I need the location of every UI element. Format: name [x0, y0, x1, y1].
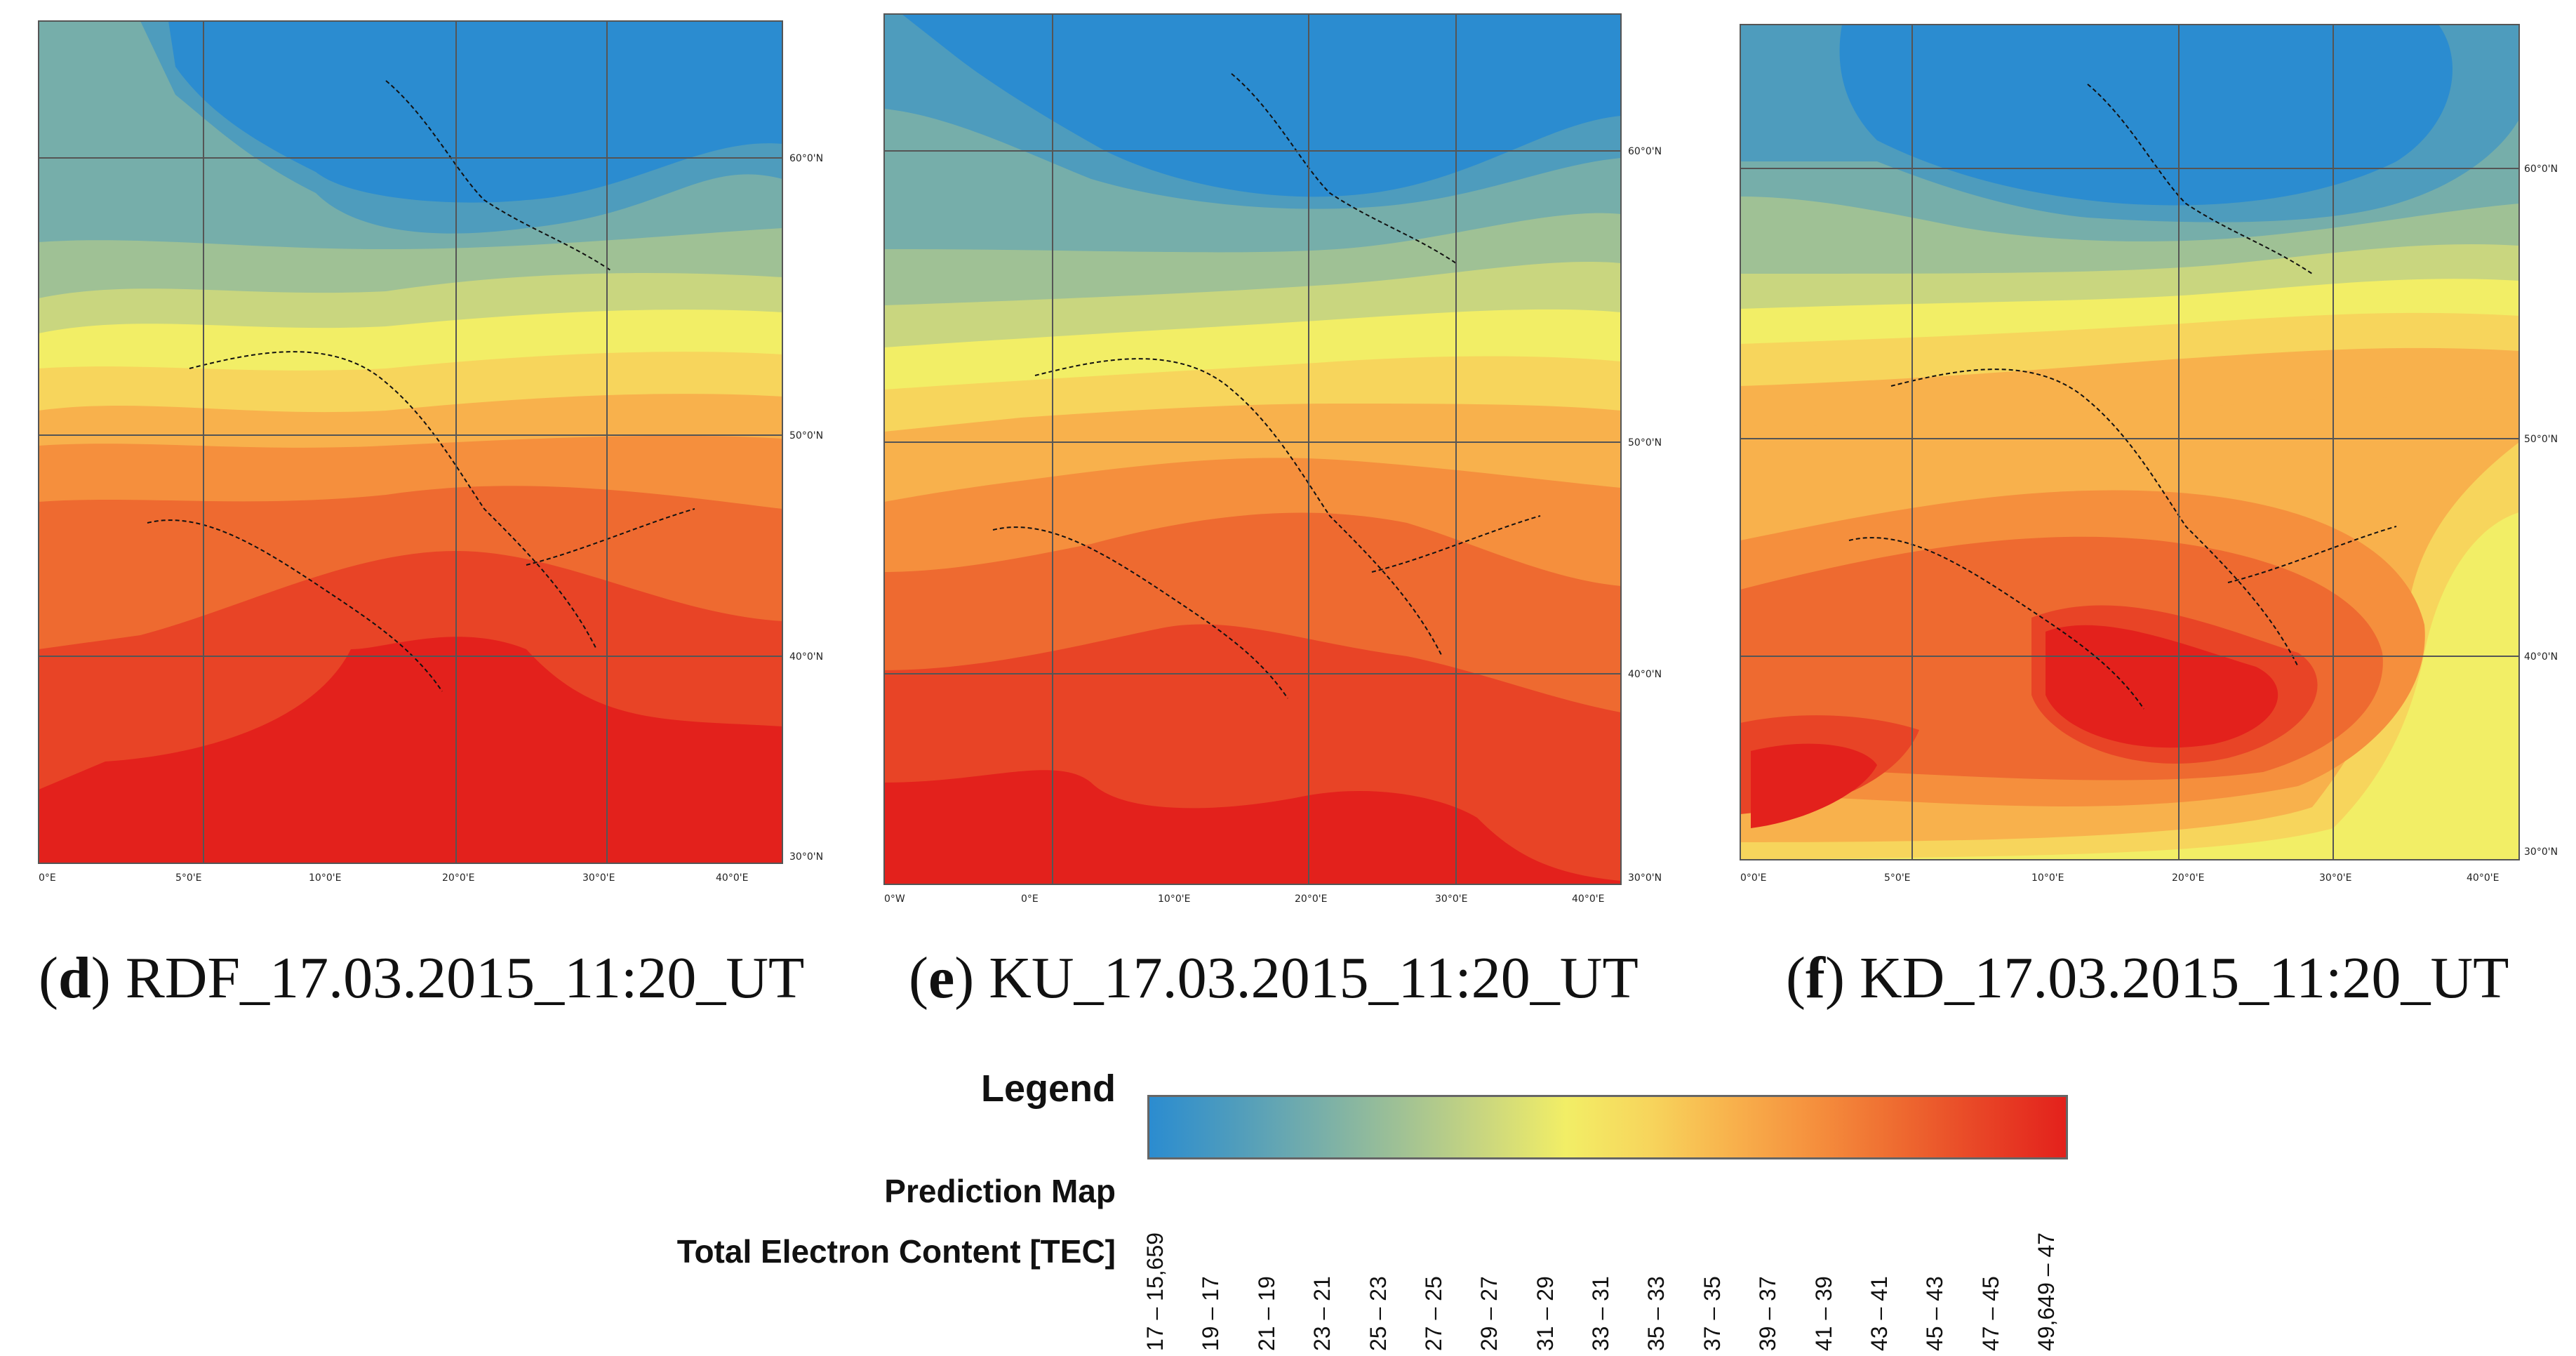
caption-text: KU_17.03.2015_11:20_UT: [974, 945, 1639, 1011]
legend-class-text: 17 – 15,659: [1142, 1232, 1168, 1351]
y-tick-label: 50°0'N: [2524, 434, 2558, 445]
legend-variable: Total Electron Content [TEC]: [676, 1233, 1116, 1270]
legend-class-label: 17 – 15,659: [1142, 1183, 1175, 1351]
legend-class-text: 43 – 41: [1866, 1276, 1892, 1351]
legend-class-text: 29 – 27: [1476, 1276, 1502, 1351]
y-tick-label: 50°0'N: [789, 430, 823, 441]
legend-class-text: 31 – 29: [1532, 1276, 1558, 1351]
legend-class-label: 47 – 45: [1978, 1183, 2011, 1351]
x-tick-label: 30°0'E: [2319, 872, 2351, 884]
caption-f: (f) KD_17.03.2015_11:20_UT: [1786, 945, 2509, 1011]
x-tick-label: 10°0'E: [309, 872, 341, 884]
x-tick-label: 40°0'E: [1572, 893, 1604, 905]
legend-class-text: 37 – 35: [1699, 1276, 1725, 1351]
tec-map-d: 0°E 5°0'E 10°0'E 20°0'E 30°0'E 40°0'E 60…: [38, 20, 823, 884]
y-tick-label: 30°0'N: [2524, 846, 2558, 858]
x-tick-label: 20°0'E: [1295, 893, 1327, 905]
legend-class-label: 31 – 29: [1533, 1183, 1566, 1351]
x-tick-label: 0°W: [884, 893, 905, 905]
y-tick-label: 60°0'N: [2524, 164, 2558, 175]
legend-class-label: 35 – 33: [1643, 1183, 1676, 1351]
x-tick-label: 5°0'E: [175, 872, 202, 884]
y-tick-label: 60°0'N: [789, 153, 823, 164]
y-tick-label: 60°0'N: [1628, 146, 1662, 157]
legend-class-label: 43 – 41: [1867, 1183, 1900, 1351]
tec-map-e: 0°W 0°E 10°0'E 20°0'E 30°0'E 40°0'E 60°0…: [883, 13, 1662, 905]
legend-class-text: 49,649 – 47: [2034, 1232, 2059, 1351]
legend-class-text: 35 – 33: [1643, 1276, 1669, 1351]
caption-d: (d) RDF_17.03.2015_11:20_UT: [39, 945, 805, 1011]
y-tick-label: 40°0'N: [2524, 651, 2558, 663]
caption-text: RDF_17.03.2015_11:20_UT: [110, 945, 805, 1011]
y-tick-label: 40°0'N: [1628, 669, 1662, 680]
caption-letter: f: [1805, 945, 1825, 1011]
legend-class-label: 29 – 27: [1476, 1183, 1509, 1351]
legend-class-text: 47 – 45: [1977, 1276, 2003, 1351]
legend-class-label: 45 – 43: [1922, 1183, 1955, 1351]
caption-e: (e) KU_17.03.2015_11:20_UT: [909, 945, 1639, 1011]
x-tick-label: 30°0'E: [1435, 893, 1467, 905]
legend-class-text: 21 – 19: [1253, 1276, 1279, 1351]
x-tick-label: 30°0'E: [582, 872, 615, 884]
y-tick-label: 30°0'N: [789, 851, 823, 863]
legend-class-label: 33 – 31: [1588, 1183, 1621, 1351]
y-tick-label: 30°0'N: [1628, 872, 1662, 884]
legend-class-text: 25 – 23: [1365, 1276, 1391, 1351]
legend-class-label: 27 – 25: [1421, 1183, 1454, 1351]
caption-letter: d: [58, 945, 91, 1011]
caption-text: KD_17.03.2015_11:20_UT: [1844, 945, 2509, 1011]
legend-class-text: 23 – 21: [1309, 1276, 1335, 1351]
map-panel-f: 0°0'E 5°0'E 10°0'E 20°0'E 30°0'E 40°0'E …: [1737, 21, 2572, 891]
legend-class-label: 25 – 23: [1366, 1183, 1399, 1351]
map-panel-d: 0°E 5°0'E 10°0'E 20°0'E 30°0'E 40°0'E 60…: [35, 18, 828, 888]
x-tick-label: 20°0'E: [442, 872, 474, 884]
legend-class-text: 33 – 31: [1588, 1276, 1613, 1351]
legend-color-ramp: [1147, 1095, 2068, 1159]
y-tick-label: 50°0'N: [1628, 437, 1662, 448]
map-panel-e: 0°W 0°E 10°0'E 20°0'E 30°0'E 40°0'E 60°0…: [881, 11, 1691, 909]
caption-letter: e: [928, 945, 955, 1011]
y-tick-label: 40°0'N: [789, 651, 823, 663]
legend-class-text: 39 – 37: [1755, 1276, 1781, 1351]
legend-heading: Legend: [980, 1068, 1116, 1110]
legend-class-text: 19 – 17: [1198, 1276, 1224, 1351]
x-tick-label: 5°0'E: [1884, 872, 1911, 884]
legend-class-label: 19 – 17: [1198, 1183, 1231, 1351]
x-tick-label: 40°0'E: [716, 872, 748, 884]
legend-class-label: 37 – 35: [1700, 1183, 1733, 1351]
legend-class-text: 45 – 43: [1922, 1276, 1948, 1351]
legend-class-text: 41 – 39: [1810, 1276, 1836, 1351]
x-tick-label: 20°0'E: [2172, 872, 2204, 884]
x-tick-label: 0°E: [39, 872, 56, 884]
legend-class-label: 49,649 – 47: [2034, 1183, 2067, 1351]
legend-class-text: 27 – 25: [1420, 1276, 1446, 1351]
x-tick-label: 10°0'E: [2031, 872, 2064, 884]
legend-class-label: 41 – 39: [1811, 1183, 1844, 1351]
x-tick-label: 40°0'E: [2467, 872, 2499, 884]
legend-class-label: 21 – 19: [1254, 1183, 1287, 1351]
x-tick-label: 0°0'E: [1740, 872, 1767, 884]
x-tick-label: 10°0'E: [1158, 893, 1190, 905]
tec-map-f: 0°0'E 5°0'E 10°0'E 20°0'E 30°0'E 40°0'E …: [1740, 24, 2558, 884]
legend-class-label: 39 – 37: [1755, 1183, 1788, 1351]
legend-class-label: 23 – 21: [1309, 1183, 1342, 1351]
x-tick-label: 0°E: [1021, 893, 1039, 905]
legend-subtitle: Prediction Map: [884, 1173, 1116, 1209]
